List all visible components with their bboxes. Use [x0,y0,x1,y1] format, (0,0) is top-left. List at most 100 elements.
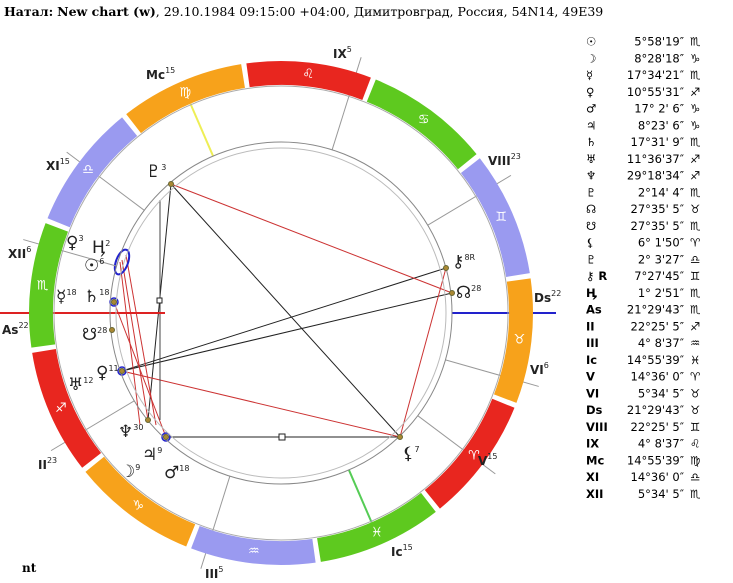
planet-degree: 3 [161,163,166,172]
house-name: VIII [488,154,511,168]
planet: ♃9 [142,445,162,465]
planet: ☉6 [84,256,104,276]
house-label: VIII23 [488,152,521,168]
row-symbol: Mc [586,453,604,467]
house-label: Ds22 [534,289,561,305]
house-degree: 15 [165,66,175,75]
sign-glyph: ♓ [371,526,383,541]
zodiac-segment [493,278,533,403]
house-label: Ic15 [391,543,413,559]
row-sign: ♈ [690,236,701,250]
zodiac-segment [85,456,196,547]
row-symbol: Ic [586,353,597,367]
inner-circle [115,147,447,479]
house-name: II [38,458,47,472]
house-degree: 22 [18,321,28,330]
row-symbol: XII [586,487,603,501]
planet: ☿18 [56,287,77,307]
planet-degree: 8R [464,253,475,262]
row-symbol: ☽ [586,51,596,65]
planet-glyph: ☉ [84,256,99,276]
row-symbol: VIII [586,420,608,434]
row-sign: ♏ [690,35,700,49]
planet: ♄18 [84,287,109,307]
row-position: 17° 2' 6″ [634,102,684,116]
planet-dot [397,434,403,440]
row-position: 8°23' 6″ [638,118,685,132]
row-sign: ♈ [690,370,701,384]
header-details: , 29.10.1984 09:15:00 +04:00, Димитровгр… [155,4,604,19]
house-label: IX5 [333,45,352,61]
row-symbol: ♃ [586,118,596,132]
planet: ⚷8R [452,252,476,272]
row-sign: ♊ [690,420,700,434]
row-sign: ♏ [690,135,700,149]
planet-degree: 12 [83,376,93,385]
house-name: Ds [534,291,551,305]
row-symbol: ♆ [586,169,596,183]
house-degree: 5 [218,565,223,574]
house-cusp [347,469,373,523]
house-degree: 15 [60,157,70,166]
row-symbol: ⚷ R [586,269,607,283]
zodiac-segment [424,398,515,509]
row-symbol: Ds [586,403,603,417]
house-name: V [478,454,488,468]
row-symbol: XI [586,470,599,484]
inner-circle [109,141,453,485]
planet-degree: 9 [157,446,162,455]
row-position: 14°36' 0″ [631,370,685,384]
planet-dot [449,290,455,296]
row-symbol: ☋ [586,219,596,233]
planet-dot [163,434,169,440]
row-position: 11°36'37″ [627,152,685,166]
planet-dot [119,368,125,374]
zodiac-segment [460,158,530,277]
row-sign: ♏ [690,185,700,199]
planet-degree: 18 [179,464,189,473]
row-sign: ♐ [690,169,700,183]
house-label: Mc15 [146,66,175,82]
row-sign: ♏ [690,303,700,317]
planet: ♇3 [146,162,166,182]
zodiac-segment [317,492,436,562]
sign-glyph: ♊ [495,210,507,225]
row-position: 4° 8'37″ [638,437,685,451]
planet-dot [443,265,449,271]
sign-glyph: ♈ [468,448,480,463]
row-sign: ♐ [690,85,700,99]
planet-dot [111,299,117,305]
row-position: 2°14' 4″ [638,185,685,199]
zodiac-segment [47,117,138,228]
planet: Ӊ2 [92,238,110,258]
sign-glyph: ♋ [418,113,430,128]
planet-degree: 18 [66,288,76,297]
planet-glyph: ♀ [96,363,108,383]
zodiac-segment [32,349,102,468]
house-name: III [205,567,218,581]
planet: ☊28 [456,283,481,303]
row-position: 21°29'43″ [627,403,685,417]
sign-glyph: ♎ [82,163,94,178]
house-name: As [2,323,18,337]
ring-edge [53,85,509,541]
house-name: XII [8,247,26,261]
zodiac-segment [366,79,477,170]
house-degree: 6 [544,361,549,370]
planet-glyph: ♅ [68,375,83,395]
planet-glyph: ⚷ [452,252,464,272]
row-sign: ♓ [690,353,700,367]
row-sign: ♉ [690,386,700,400]
row-symbol: ⚸ [586,236,594,250]
row-position: 14°36' 0″ [631,470,685,484]
planet-glyph: ☊ [456,283,471,303]
house-degree: 15 [403,543,413,552]
planet-degree: 18 [99,288,109,297]
planet-glyph: ⚸ [402,444,414,464]
house-label: V15 [478,452,497,468]
sign-glyph: ♐ [55,401,67,416]
row-sign: ♊ [690,269,700,283]
planet: ♀11 [96,363,119,383]
row-symbol: ♂ [586,102,596,116]
